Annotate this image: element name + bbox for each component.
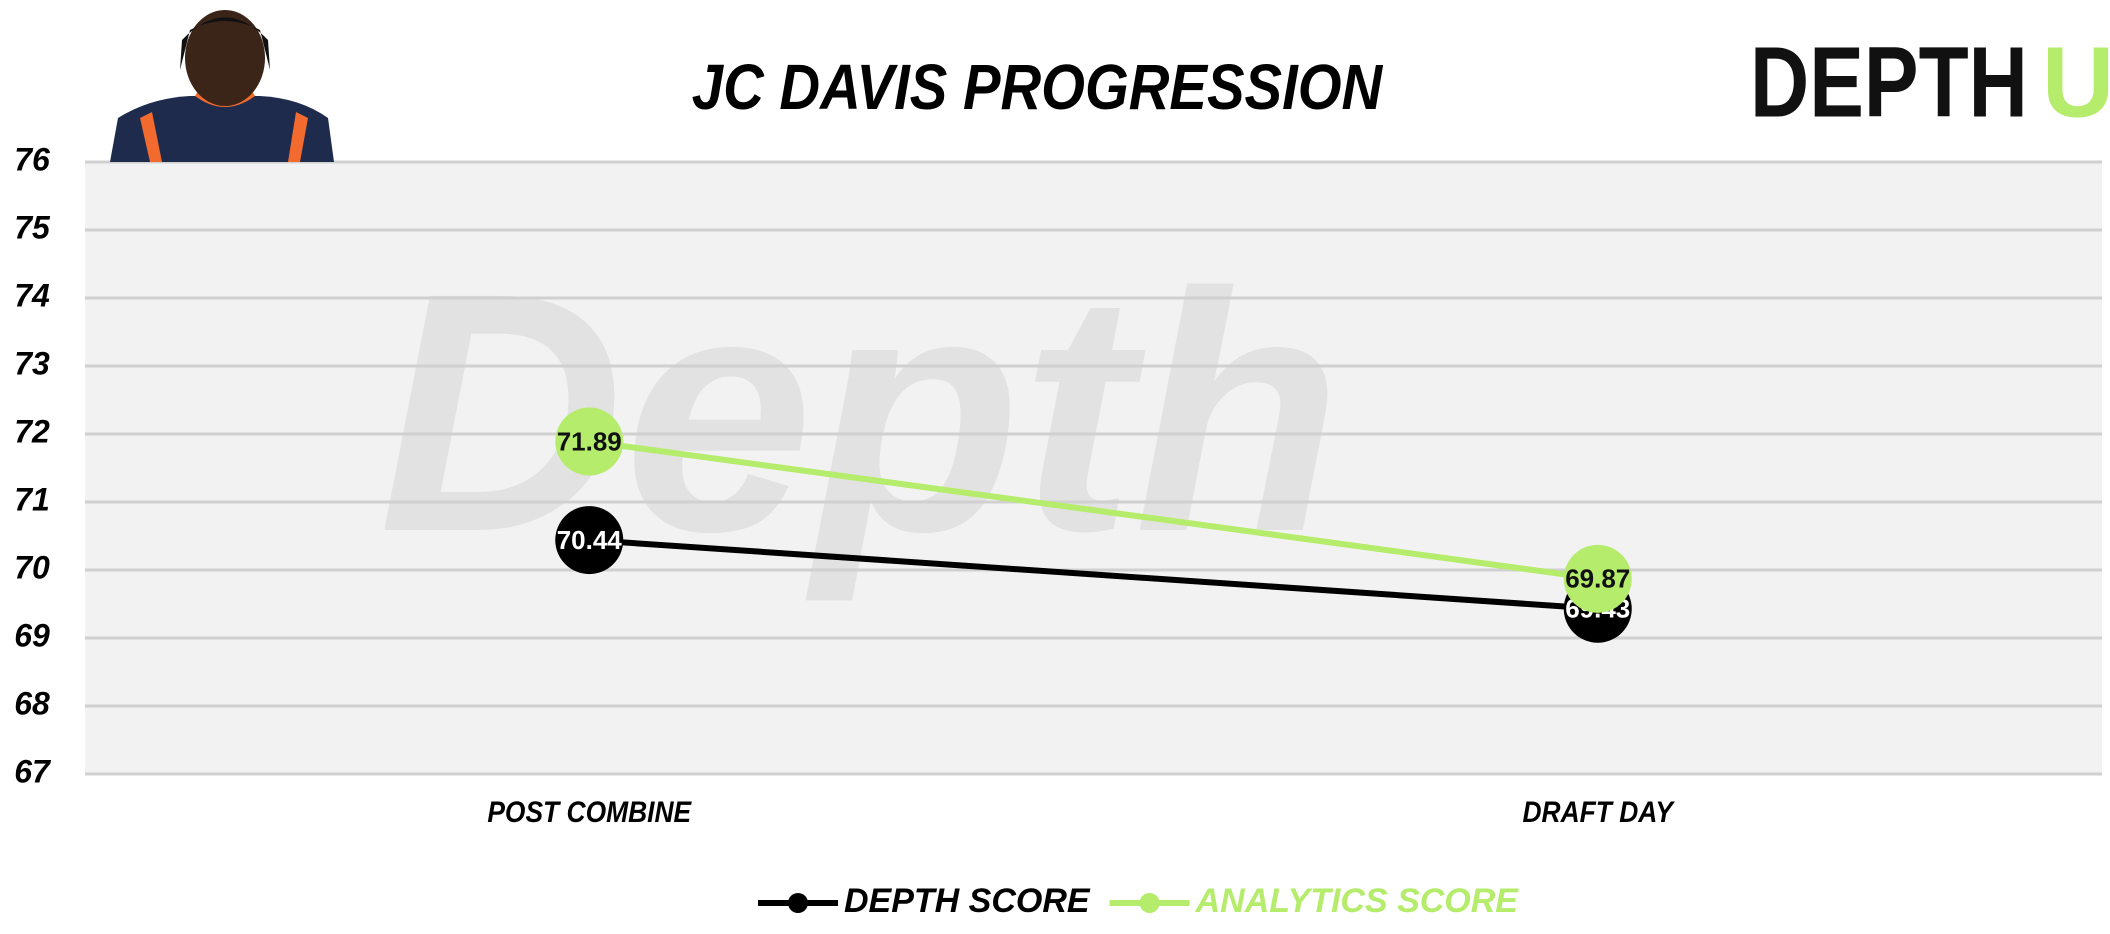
logo: DEPTH U: [1750, 26, 2110, 138]
legend-marker: [1139, 893, 1160, 913]
y-tick-label: 71: [14, 481, 50, 517]
y-tick-label: 75: [14, 209, 51, 245]
x-tick-label: POST COMBINE: [487, 794, 692, 828]
point: [555, 506, 624, 575]
value-label: 69.87: [1565, 564, 1630, 594]
value-label: 71.89: [557, 426, 622, 456]
point: [555, 407, 624, 476]
legend-label: DEPTH SCORE: [844, 882, 1091, 920]
y-tick-label: 72: [14, 413, 50, 449]
point: [1563, 544, 1632, 613]
y-tick-label: 70: [14, 549, 50, 585]
y-tick-label: 74: [14, 277, 50, 313]
legend-marker: [788, 893, 808, 913]
player-photo: [110, 10, 334, 162]
chart-title: JC DAVIS PROGRESSION: [692, 51, 1384, 123]
value-label: 70.44: [557, 525, 623, 555]
y-tick-label: 76: [14, 141, 50, 177]
plot-area: [85, 162, 2102, 774]
logo-text: DEPTH: [1750, 27, 2028, 139]
series-line: [589, 537, 1598, 612]
series-line: [588, 438, 1599, 582]
y-tick-label: 67: [14, 753, 52, 789]
y-tick-label: 69: [14, 617, 50, 653]
legend-label: ANALYTICS SCORE: [1195, 882, 1520, 920]
logo-accent: U: [2042, 26, 2110, 138]
y-tick-label: 68: [14, 685, 50, 721]
watermark: Depth: [378, 223, 1341, 604]
y-tick-label: 73: [14, 345, 50, 381]
x-tick-label: DRAFT DAY: [1522, 794, 1675, 828]
